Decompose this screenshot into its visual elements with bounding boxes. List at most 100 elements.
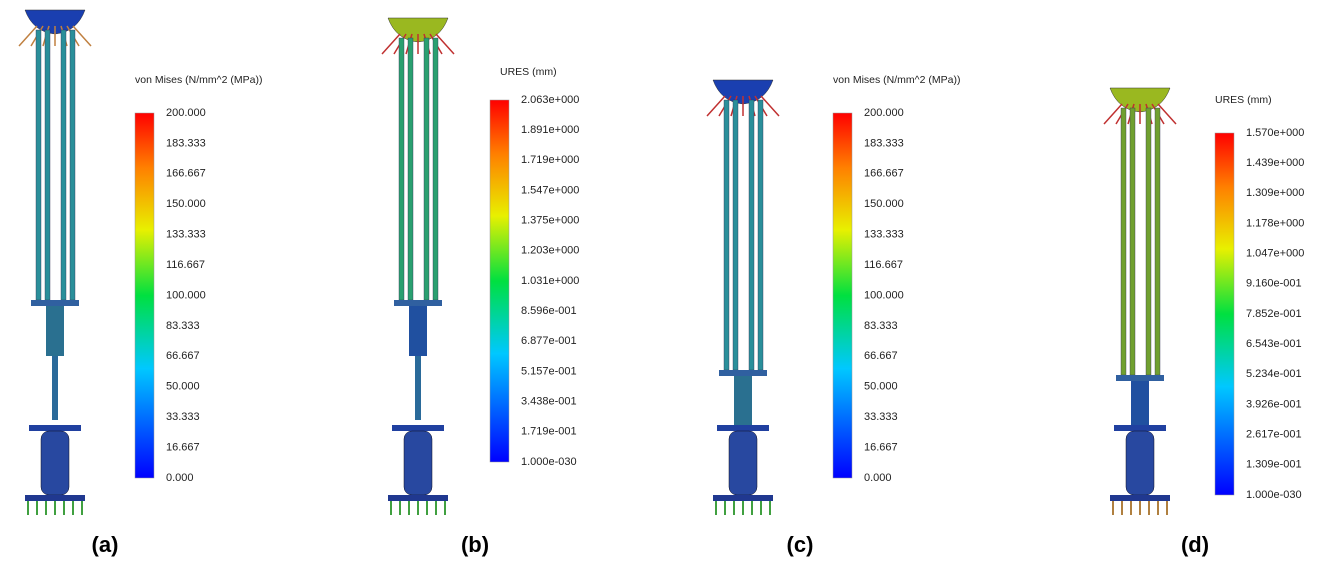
colorbar-label: 150.000 (864, 198, 904, 210)
joint (404, 431, 432, 495)
panel: von Mises (N/mm^2 (MPa)) 200.000 183.333 16… (19, 10, 262, 557)
tube (409, 306, 427, 356)
legend-title: URES (mm) (1215, 94, 1272, 106)
panel: URES (mm) 1.570e+000 1.439e+000 1.309e+000 1… (1104, 88, 1304, 557)
colorbar-label: 1.891e+000 (521, 124, 579, 136)
legend-title: von Mises (N/mm^2 (MPa)) (135, 74, 262, 86)
load-arrow (436, 34, 454, 54)
colorbar-label: 50.000 (864, 381, 898, 393)
rod (399, 38, 404, 300)
colorbar-label: 5.234e-001 (1246, 368, 1302, 380)
colorbar-label: 183.333 (864, 137, 904, 149)
rod (433, 38, 438, 300)
colorbar-label: 50.000 (166, 381, 200, 393)
panel-label: (a) (92, 532, 119, 557)
colorbar-label: 183.333 (166, 137, 206, 149)
tube (734, 376, 752, 426)
tube (46, 306, 64, 356)
colorbar-label: 1.309e+000 (1246, 187, 1304, 199)
rod (61, 30, 66, 300)
rod (70, 30, 75, 300)
rod (1121, 108, 1126, 375)
foot (1110, 495, 1170, 501)
colorbar-label: 16.667 (864, 441, 898, 453)
colorbar-label: 2.617e-001 (1246, 429, 1302, 441)
load-arrow (382, 34, 400, 54)
colorbar-label: 1.439e+000 (1246, 157, 1304, 169)
foot (388, 495, 448, 501)
collar (719, 370, 767, 376)
foot (25, 495, 85, 501)
load-arrow (19, 26, 37, 46)
flange (717, 425, 769, 431)
colorbar-label: 150.000 (166, 198, 206, 210)
colorbar-label: 1.047e+000 (1246, 248, 1304, 260)
panel-label: (c) (787, 532, 814, 557)
colorbar-label: 8.596e-001 (521, 305, 577, 317)
legend-title: URES (mm) (500, 66, 557, 78)
rod (45, 30, 50, 300)
figure: von Mises (N/mm^2 (MPa)) 200.000 183.333 16… (0, 0, 1317, 563)
load-arrow (1104, 104, 1122, 124)
colorbar-label: 200.000 (166, 107, 206, 119)
collar (394, 300, 442, 306)
rod (724, 100, 729, 370)
load-arrow (1158, 104, 1176, 124)
tube (1131, 381, 1149, 431)
rod (1155, 108, 1160, 375)
colorbar-label: 1.547e+000 (521, 184, 579, 196)
colorbar-label: 133.333 (864, 229, 904, 241)
colorbar-label: 133.333 (166, 229, 206, 241)
shaft (52, 356, 58, 420)
colorbar-label: 2.063e+000 (521, 94, 579, 106)
colorbar-label: 166.667 (166, 168, 206, 180)
flange (392, 425, 444, 431)
colorbar-label: 83.333 (864, 320, 898, 332)
load-arrow (73, 26, 91, 46)
colorbar-label: 1.719e+000 (521, 154, 579, 166)
colorbar-label: 1.375e+000 (521, 215, 579, 227)
joint (1126, 431, 1154, 495)
colorbar (833, 113, 852, 478)
shaft (415, 356, 421, 420)
colorbar-label: 1.719e-001 (521, 426, 577, 438)
colorbar-label: 66.667 (166, 350, 200, 362)
colorbar (135, 113, 154, 478)
colorbar-label: 83.333 (166, 320, 200, 332)
rod (1130, 108, 1135, 375)
colorbar (1215, 133, 1234, 495)
rod (424, 38, 429, 300)
flange (29, 425, 81, 431)
colorbar-label: 33.333 (166, 411, 200, 423)
panel-label: (d) (1181, 532, 1209, 557)
panel: von Mises (N/mm^2 (MPa)) 200.000 183.333 16… (707, 74, 960, 557)
colorbar-label: 33.333 (864, 411, 898, 423)
colorbar-label: 1.309e-001 (1246, 459, 1302, 471)
foot (713, 495, 773, 501)
colorbar-label: 6.877e-001 (521, 335, 577, 347)
joint (41, 431, 69, 495)
panel: URES (mm) 2.063e+000 1.891e+000 1.719e+000 1… (382, 18, 579, 557)
colorbar-label: 3.438e-001 (521, 396, 577, 408)
load-arrow (707, 96, 725, 116)
rod (733, 100, 738, 370)
colorbar-label: 3.926e-001 (1246, 398, 1302, 410)
collar (31, 300, 79, 306)
colorbar-label: 1.178e+000 (1246, 217, 1304, 229)
rod (758, 100, 763, 370)
colorbar-label: 6.543e-001 (1246, 338, 1302, 350)
colorbar-label: 166.667 (864, 168, 904, 180)
colorbar-label: 9.160e-001 (1246, 278, 1302, 290)
colorbar (490, 100, 509, 462)
colorbar-label: 5.157e-001 (521, 365, 577, 377)
load-arrow (761, 96, 779, 116)
legend-title: von Mises (N/mm^2 (MPa)) (833, 74, 960, 86)
colorbar-label: 1.000e-030 (1246, 489, 1302, 501)
collar (1116, 375, 1164, 381)
colorbar-label: 200.000 (864, 107, 904, 119)
colorbar-label: 7.852e-001 (1246, 308, 1302, 320)
rod (408, 38, 413, 300)
colorbar-label: 1.203e+000 (521, 245, 579, 257)
colorbar-label: 1.000e-030 (521, 456, 577, 468)
colorbar-label: 1.570e+000 (1246, 127, 1304, 139)
